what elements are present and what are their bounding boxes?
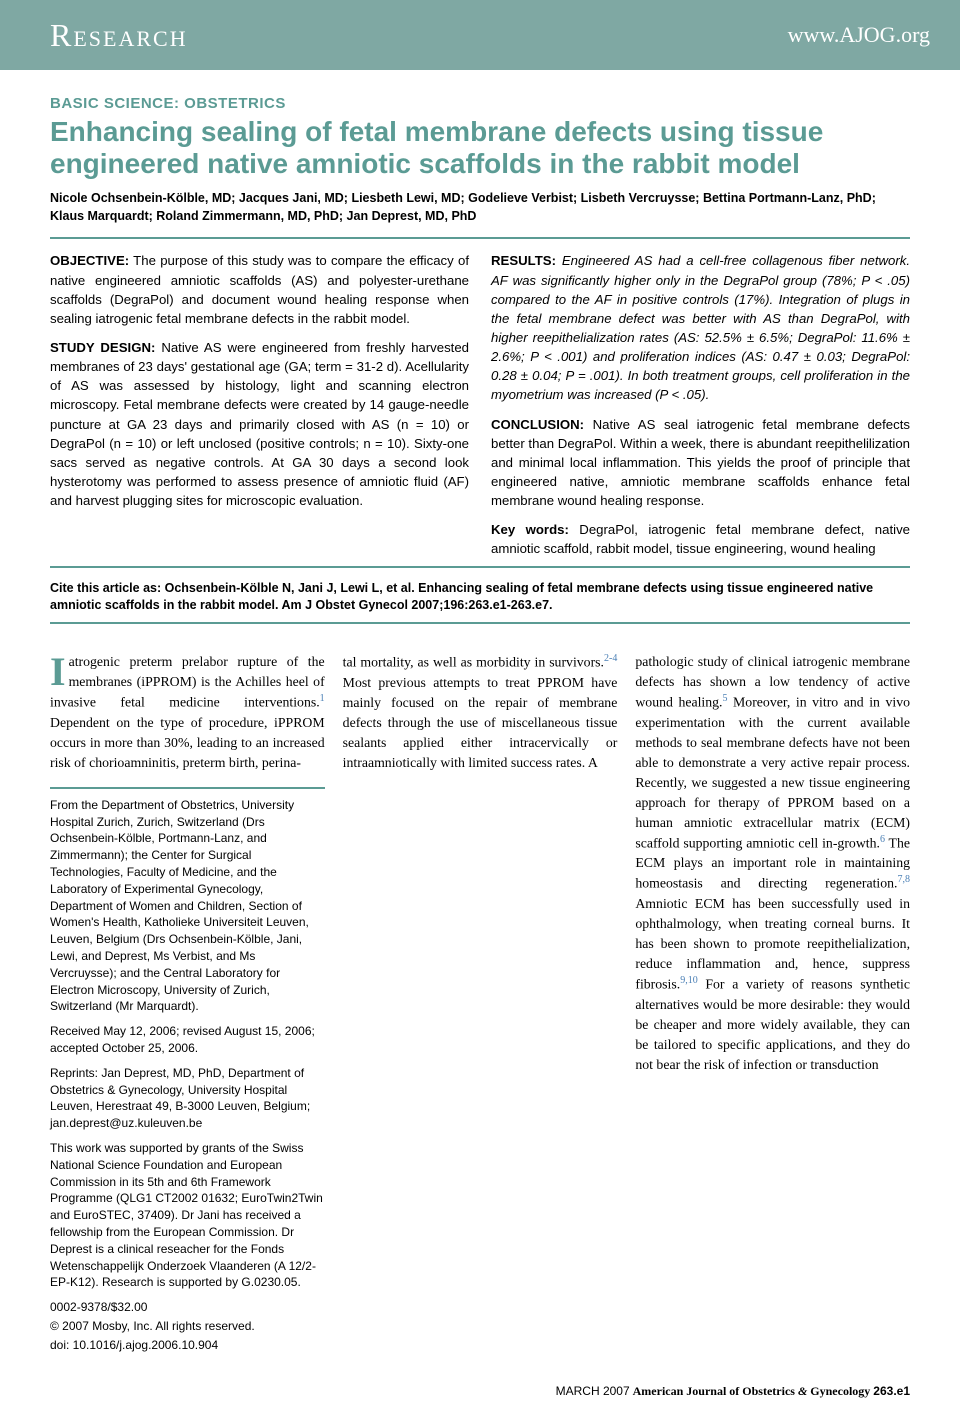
body-column-3: pathologic study of clinical iatrogenic … [635,652,910,1353]
abstract-design: STUDY DESIGN: Native AS were engineered … [50,338,469,510]
body-column-2: tal mortality, as well as morbidity in s… [343,652,618,1353]
reference-link[interactable]: 9,10 [680,975,698,986]
journal-name: American Journal of Obstetrics & Gynecol… [633,1384,874,1398]
dates-text: Received May 12, 2006; revised August 15… [50,1023,325,1057]
abstract-results: RESULTS: Engineered AS had a cell-free c… [491,251,910,404]
abstract: OBJECTIVE: The purpose of this study was… [50,251,910,558]
body-para-1: Iatrogenic preterm prelabor rupture of t… [50,652,325,773]
keywords-label: Key words: [491,522,569,537]
journal-name-part: American Journal of Obstetrics [633,1384,795,1398]
body-text: Dependent on the type of procedure, iPPR… [50,715,325,770]
article-authors: Nicole Ochsenbein-Kölble, MD; Jacques Ja… [50,190,910,225]
article-title: Enhancing sealing of fetal membrane defe… [50,116,910,180]
body-text: tal mortality, as well as morbidity in s… [343,655,604,670]
reference-link[interactable]: 7,8 [898,874,911,885]
results-text: Engineered AS had a cell-free collagenou… [491,253,910,402]
article-body: Iatrogenic preterm prelabor rupture of t… [50,652,910,1353]
dropcap: I [50,652,69,689]
body-text: Most previous attempts to treat PPROM ha… [343,675,618,770]
reference-link[interactable]: 2-4 [604,653,617,664]
abstract-keywords: Key words: DegraPol, iatrogenic fetal me… [491,520,910,558]
abstract-objective: OBJECTIVE: The purpose of this study was… [50,251,469,328]
citation-note: Cite this article as: Ochsenbein-Kölble … [50,580,910,614]
journal-url: www.AJOG.org [788,22,930,48]
funding-text: This work was supported by grants of the… [50,1140,325,1291]
body-text: atrogenic preterm prelabor rupture of th… [50,654,325,710]
copyright-text: © 2007 Mosby, Inc. All rights reserved. [50,1318,325,1335]
body-para-3: pathologic study of clinical iatrogenic … [635,652,910,1074]
journal-amp: & [798,1384,807,1398]
body-para-2: tal mortality, as well as morbidity in s… [343,652,618,773]
issn-text: 0002-9378/$32.00 [50,1299,325,1316]
design-label: STUDY DESIGN: [50,340,155,355]
reprints-text: Reprints: Jan Deprest, MD, PhD, Departme… [50,1065,325,1132]
section-label: Research [0,17,188,54]
affiliation-text: From the Department of Obstetrics, Unive… [50,797,325,1015]
abstract-conclusion: CONCLUSION: Native AS seal iatrogenic fe… [491,415,910,511]
design-text: Native AS were engineered from freshly h… [50,340,469,508]
article-category: BASIC SCIENCE: OBSTETRICS [50,95,910,112]
results-label: RESULTS: [491,253,556,268]
body-text: Moreover, in vitro and in vivo experimen… [635,695,910,851]
page-number: 263.e1 [873,1384,910,1398]
article-content: BASIC SCIENCE: OBSTETRICS Enhancing seal… [0,70,960,1374]
doi-text: doi: 10.1016/j.ajog.2006.10.904 [50,1337,325,1354]
divider [50,237,910,239]
journal-header-bar: Research www.AJOG.org [0,0,960,70]
abstract-left-column: OBJECTIVE: The purpose of this study was… [50,251,469,558]
conclusion-label: CONCLUSION: [491,417,584,432]
body-column-1: Iatrogenic preterm prelabor rupture of t… [50,652,325,1353]
objective-label: OBJECTIVE: [50,253,129,268]
affiliations-box: From the Department of Obstetrics, Unive… [50,787,325,1354]
divider [50,566,910,568]
reference-link[interactable]: 1 [320,693,325,704]
abstract-right-column: RESULTS: Engineered AS had a cell-free c… [491,251,910,558]
journal-name-part: Gynecology [810,1384,870,1398]
page-footer: MARCH 2007 American Journal of Obstetric… [0,1374,960,1414]
issue-date: MARCH 2007 [556,1384,630,1398]
divider [50,622,910,624]
